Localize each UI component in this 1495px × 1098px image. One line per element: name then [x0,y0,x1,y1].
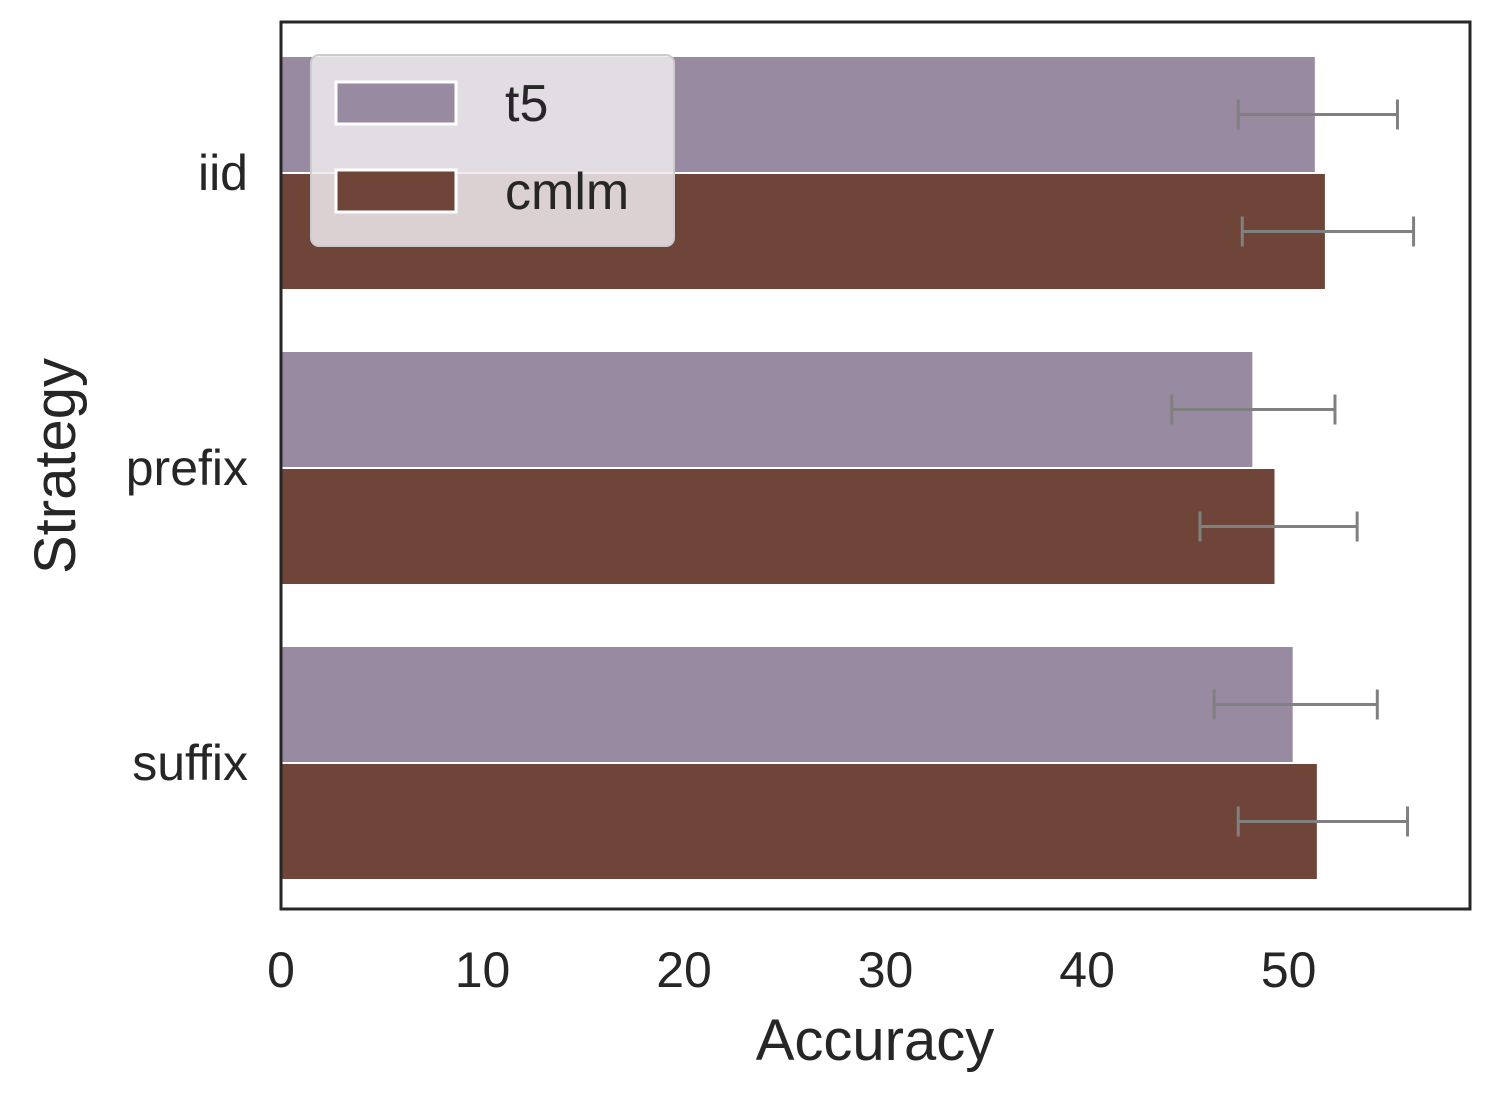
bar-cmlm-prefix [281,469,1275,584]
bar-cmlm-suffix [281,764,1317,879]
x-axis-label: Accuracy [756,1008,995,1073]
error-bars-layer [1170,99,1416,837]
y-tick-label-iid: iid [198,145,248,201]
bars-layer [281,57,1325,879]
plot-frame [279,20,1472,911]
x-tick-label-20: 20 [656,942,712,998]
y-tick-labels: iid prefix suffix [126,145,248,791]
x-tick-label-0: 0 [267,942,295,998]
error-bar-t5-iid [1236,99,1399,130]
legend-label-t5: t5 [505,75,548,133]
error-bar-cmlm-suffix [1236,806,1410,837]
x-tick-label-50: 50 [1261,942,1317,998]
x-tick-label-10: 10 [455,942,511,998]
y-tick-label-suffix: suffix [132,735,248,791]
legend-items: t5 cmlm [334,75,629,221]
y-tick-label-prefix: prefix [126,440,248,496]
x-tick-labels: 0 10 20 30 40 50 [267,942,1316,998]
error-bar-cmlm-prefix [1198,511,1359,542]
legend-swatch-cmlm [334,168,458,214]
x-tick-label-30: 30 [858,942,914,998]
y-axis-label: Strategy [23,358,88,574]
error-bar-t5-prefix [1170,394,1337,425]
bar-t5-prefix [281,352,1253,467]
legend-swatch-t5 [334,80,458,126]
x-tick-label-40: 40 [1059,942,1115,998]
error-bar-t5-suffix [1212,689,1379,720]
bar-t5-suffix [281,647,1293,762]
legend: t5 cmlm [310,54,675,247]
error-bar-cmlm-iid [1240,216,1416,247]
legend-label-cmlm: cmlm [505,163,629,221]
